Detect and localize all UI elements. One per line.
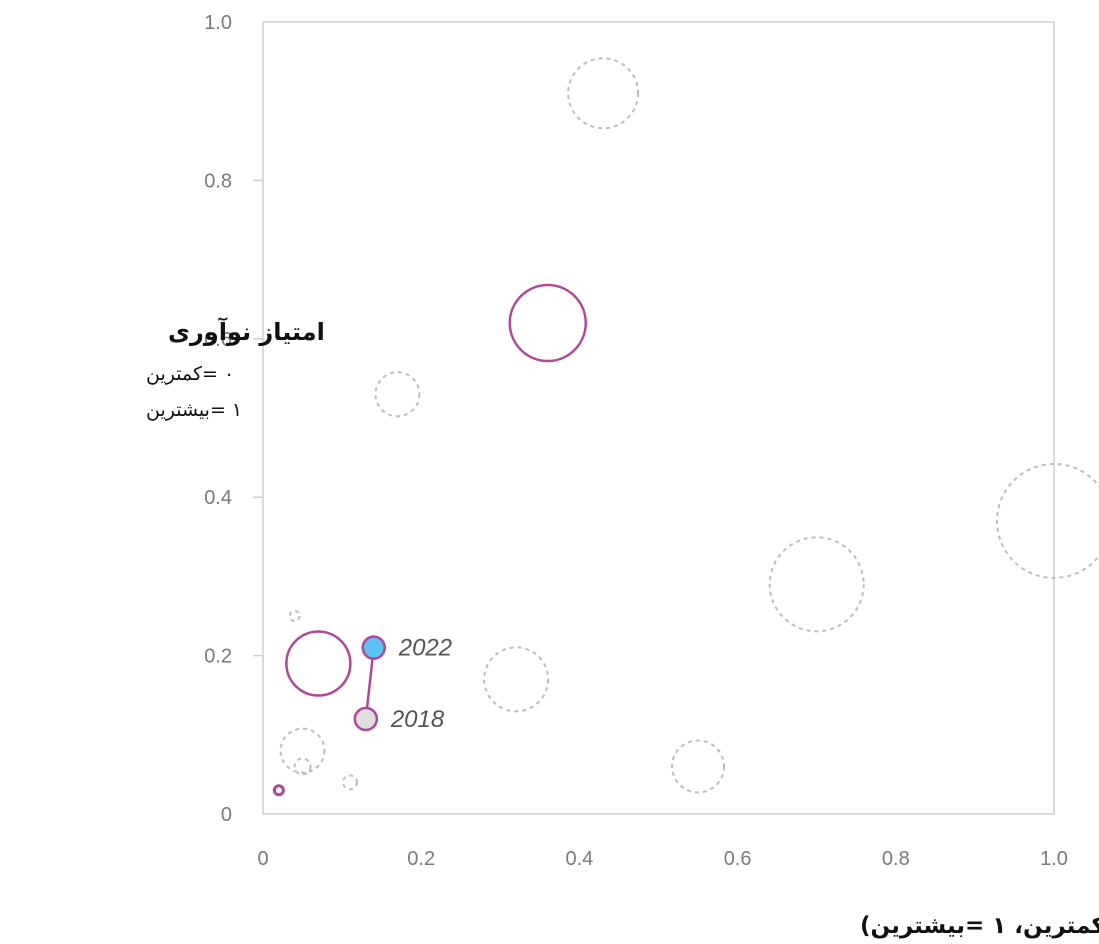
- gray-bubble: [293, 757, 312, 776]
- x-tick-label: 0.2: [407, 848, 435, 870]
- y-tick-label: 0.6: [204, 329, 232, 351]
- x-tick-label: 0: [257, 848, 268, 870]
- gray-bubble: [768, 536, 865, 633]
- plot-area: [262, 21, 1055, 815]
- point-label-2018: 2018: [390, 706, 445, 733]
- y-tick-label: 0.8: [204, 170, 232, 192]
- gray-bubble: [374, 371, 421, 418]
- point-2022: [361, 635, 386, 660]
- gray-bubble: [996, 462, 1099, 579]
- y-tick-label: 1.0: [204, 12, 232, 34]
- gray-bubble: [342, 774, 359, 791]
- gray-bubble: [567, 57, 640, 130]
- y-axis-label-main: امتیاز نوآوری: [168, 317, 325, 346]
- gray-bubble: [671, 739, 726, 794]
- gray-bubble: [288, 610, 301, 622]
- x-tick-label: 0.4: [565, 848, 593, 870]
- point-label-2022: 2022: [398, 635, 452, 662]
- x-axis-ticks: 0 0.2 0.4 0.6 0.8 1.0: [257, 848, 1067, 870]
- highlighted-bubble: [508, 283, 588, 363]
- gray-bubble: [279, 727, 326, 774]
- x-tick-label: 1.0: [1040, 848, 1068, 870]
- gray-bubbles: [279, 57, 1099, 794]
- y-tick-label: 0.2: [204, 646, 232, 668]
- y-axis-label-line1: ۰ =کمترین: [146, 363, 234, 385]
- y-tick-label: 0: [221, 804, 232, 826]
- gray-bubble: [483, 646, 550, 713]
- y-tick-label: 0.4: [204, 487, 232, 509]
- highlighted-bubble: [272, 784, 285, 797]
- highlighted-bubbles: [272, 283, 588, 797]
- point-2018: [353, 706, 379, 732]
- x-tick-label: 0.8: [882, 848, 910, 870]
- x-tick-label: 0.6: [724, 848, 752, 870]
- x-axis-label: امتیاز بهره (۰ =کمترین، ۱ =بیشترین): [860, 913, 1099, 939]
- trajectory-group: 2022 2018: [353, 635, 452, 733]
- y-axis-ticks: 0 0.2 0.4 0.6 0.8 1.0: [204, 12, 263, 826]
- y-axis-label-line2: ۱ =بیشترین: [146, 399, 242, 421]
- highlighted-bubble: [285, 630, 352, 697]
